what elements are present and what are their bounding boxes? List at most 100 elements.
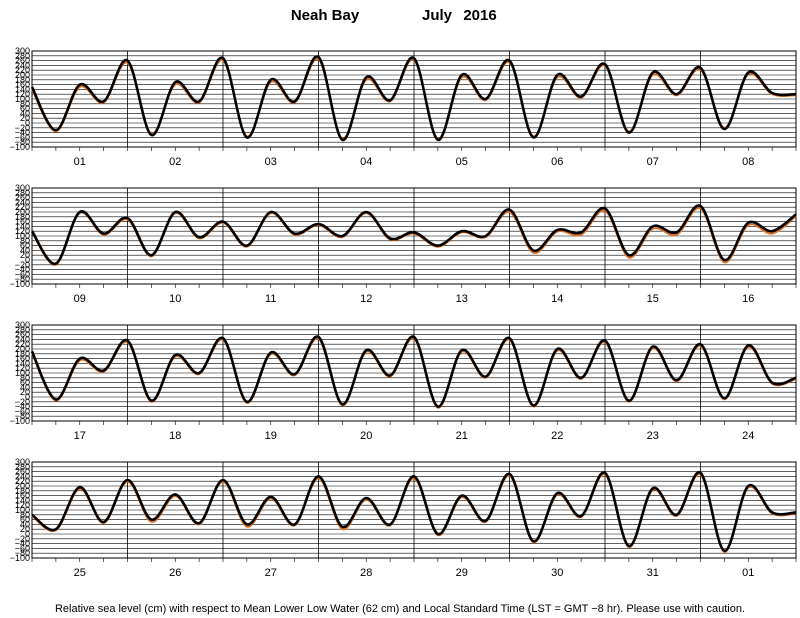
y-tick-label: 140 <box>15 358 30 368</box>
y-tick-label: 240 <box>15 60 30 70</box>
y-tick-label: 240 <box>15 197 30 207</box>
day-label: 28 <box>360 567 372 579</box>
y-tick-label: 200 <box>15 70 30 80</box>
station-title: Neah Bay <box>291 7 360 24</box>
day-label: 18 <box>169 430 181 442</box>
observed-series-line <box>31 471 797 553</box>
y-tick-label: 40 <box>20 108 30 118</box>
footnote: Relative sea level (cm) with respect to … <box>55 603 745 615</box>
day-label: 17 <box>74 430 86 442</box>
y-tick-label: 220 <box>15 476 30 486</box>
y-tick-label: 0 <box>25 118 30 128</box>
day-label: 07 <box>647 156 659 168</box>
y-tick-label: −40 <box>15 128 30 138</box>
y-tick-label: −100 <box>10 416 30 426</box>
y-tick-label: 160 <box>15 217 30 227</box>
y-tick-label: 180 <box>15 212 30 222</box>
y-tick-label: −40 <box>15 539 30 549</box>
day-label: 27 <box>265 567 277 579</box>
y-tick-label: 220 <box>15 65 30 75</box>
y-tick-label: −20 <box>15 260 30 270</box>
y-tick-label: 20 <box>20 113 30 123</box>
day-label: 26 <box>169 567 181 579</box>
y-tick-label: 300 <box>15 46 30 56</box>
y-tick-label: −80 <box>15 137 30 147</box>
day-label: 20 <box>360 430 372 442</box>
y-tick-label: 240 <box>15 334 30 344</box>
day-label: 25 <box>74 567 86 579</box>
y-tick-label: 280 <box>15 325 30 335</box>
day-label: 13 <box>456 293 468 305</box>
y-tick-label: 260 <box>15 330 30 340</box>
y-tick-label: 200 <box>15 344 30 354</box>
y-tick-label: 120 <box>15 226 30 236</box>
y-tick-label: 80 <box>20 510 30 520</box>
day-label: 10 <box>169 293 181 305</box>
day-label: 01 <box>742 567 754 579</box>
y-tick-label: 160 <box>15 80 30 90</box>
y-tick-label: 20 <box>20 387 30 397</box>
y-tick-label: 140 <box>15 495 30 505</box>
y-tick-label: 280 <box>15 188 30 198</box>
y-tick-label: 120 <box>15 363 30 373</box>
y-tick-label: −60 <box>15 132 30 142</box>
y-tick-label: 40 <box>20 519 30 529</box>
day-label: 16 <box>742 293 754 305</box>
y-tick-label: 100 <box>15 231 30 241</box>
day-label: 15 <box>647 293 659 305</box>
day-label: 12 <box>360 293 372 305</box>
day-label: 30 <box>551 567 563 579</box>
y-tick-label: 140 <box>15 221 30 231</box>
y-tick-label: 220 <box>15 339 30 349</box>
y-tick-label: 60 <box>20 241 30 251</box>
day-label: 14 <box>551 293 563 305</box>
tide-panel-2: 3002802602402202001801601401201008060402… <box>10 183 797 305</box>
day-label: 02 <box>169 156 181 168</box>
y-tick-label: −80 <box>15 548 30 558</box>
y-tick-label: 0 <box>25 529 30 539</box>
y-tick-label: 40 <box>20 382 30 392</box>
y-tick-label: 140 <box>15 84 30 94</box>
day-label: 05 <box>456 156 468 168</box>
y-tick-label: 160 <box>15 491 30 501</box>
observed-series-line <box>30 55 797 142</box>
y-tick-label: −100 <box>10 142 30 152</box>
y-tick-label: −80 <box>15 274 30 284</box>
y-tick-label: 280 <box>15 51 30 61</box>
y-tick-label: 20 <box>20 524 30 534</box>
day-label: 22 <box>551 430 563 442</box>
y-tick-label: −100 <box>10 279 30 289</box>
day-label: 04 <box>360 156 372 168</box>
day-label: 01 <box>74 156 86 168</box>
day-label: 29 <box>456 567 468 579</box>
y-tick-label: 80 <box>20 236 30 246</box>
y-tick-label: 60 <box>20 515 30 525</box>
panel-frame <box>31 187 797 285</box>
tide-panel-1: 3002802602402202001801601401201008060402… <box>10 46 797 168</box>
y-tick-label: 120 <box>15 500 30 510</box>
day-label: 06 <box>551 156 563 168</box>
y-tick-label: −40 <box>15 402 30 412</box>
day-label: 11 <box>265 293 276 305</box>
observed-series-line <box>30 204 797 265</box>
panel-frame <box>31 461 797 559</box>
month-title: July <box>422 7 453 24</box>
y-tick-label: 260 <box>15 193 30 203</box>
day-label: 31 <box>647 567 659 579</box>
y-tick-label: 100 <box>15 368 30 378</box>
y-tick-label: −80 <box>15 411 30 421</box>
y-tick-label: 100 <box>15 505 30 515</box>
panels-group: 3002802602402202001801601401201008060402… <box>10 46 797 579</box>
y-tick-label: 300 <box>15 457 30 467</box>
y-tick-label: −40 <box>15 265 30 275</box>
y-tick-label: 60 <box>20 378 30 388</box>
y-tick-label: 260 <box>15 56 30 66</box>
y-tick-label: 60 <box>20 104 30 114</box>
y-tick-label: 0 <box>25 392 30 402</box>
y-tick-label: 200 <box>15 481 30 491</box>
y-tick-label: 120 <box>15 89 30 99</box>
y-tick-label: −60 <box>15 543 30 553</box>
y-tick-label: −20 <box>15 123 30 133</box>
y-tick-label: 260 <box>15 467 30 477</box>
y-tick-label: 220 <box>15 202 30 212</box>
